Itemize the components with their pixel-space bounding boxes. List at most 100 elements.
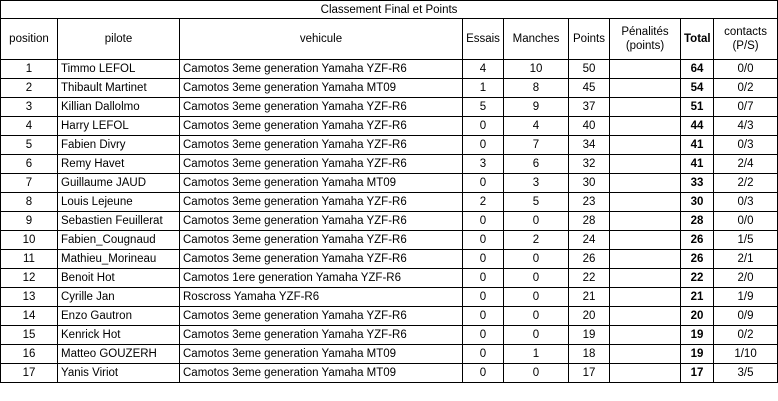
cell-vehicule: Camotos 3eme generation Yamaha YZF-R6	[179, 116, 463, 136]
cell-penalites	[609, 78, 681, 98]
cell-vehicule: Camotos 3eme generation Yamaha YZF-R6	[179, 192, 463, 212]
cell-pilote: Thibault Martinet	[57, 78, 180, 98]
cell-essais: 0	[462, 230, 504, 250]
cell-manches: 7	[503, 135, 569, 155]
cell-points: 21	[568, 287, 610, 307]
cell-total: 19	[680, 325, 714, 345]
cell-pilote: Yanis Viriot	[57, 363, 180, 383]
cell-position: 9	[0, 211, 58, 231]
table-row: 8 Louis Lejeune Camotos 3eme generation Ya…	[0, 192, 778, 212]
cell-pilote: Fabien_Cougnaud	[57, 230, 180, 250]
cell-contacts: 2/4	[712, 154, 778, 174]
cell-points: 26	[568, 249, 610, 269]
cell-penalites	[609, 97, 681, 117]
table-row: 7 Guillaume JAUD Camotos 3eme generation Y…	[0, 173, 778, 193]
cell-position: 13	[0, 287, 58, 307]
cell-penalites	[609, 249, 681, 269]
cell-total: 21	[680, 287, 714, 307]
cell-points: 40	[568, 116, 610, 136]
cell-vehicule: Camotos 3eme generation Yamaha YZF-R6	[179, 97, 463, 117]
cell-position: 6	[0, 154, 58, 174]
cell-essais: 2	[462, 192, 504, 212]
cell-penalites	[609, 59, 681, 79]
cell-essais: 0	[462, 306, 504, 326]
cell-points: 34	[568, 135, 610, 155]
table-row: 10 Fabien_Cougnaud Camotos 3eme generation…	[0, 230, 778, 250]
cell-penalites	[609, 268, 681, 288]
header-penalites: Pénalités (points)	[609, 18, 681, 60]
cell-position: 14	[0, 306, 58, 326]
cell-contacts: 0/7	[712, 97, 778, 117]
header-vehicule: vehicule	[179, 18, 463, 60]
table-row: 14 Enzo Gautron Camotos 3eme generation Ya…	[0, 306, 778, 326]
cell-points: 24	[568, 230, 610, 250]
table-row: 2 Thibault Martinet Camotos 3eme generatio…	[0, 78, 778, 98]
table-row: 17 Yanis Viriot Camotos 3eme generation Ya…	[0, 363, 778, 383]
header-row: position pilote vehicule Essais Manches …	[0, 18, 778, 60]
cell-vehicule: Camotos 3eme generation Yamaha MT09	[179, 363, 463, 383]
cell-essais: 1	[462, 78, 504, 98]
table-row: 12 Benoit Hot Camotos 1ere generation Yama…	[0, 268, 778, 288]
cell-contacts: 4/3	[712, 116, 778, 136]
cell-essais: 0	[462, 363, 504, 383]
cell-position: 11	[0, 249, 58, 269]
header-manches: Manches	[503, 18, 569, 60]
cell-total: 17	[680, 363, 714, 383]
table-title: Classement Final et Points	[0, 0, 778, 19]
cell-total: 26	[680, 249, 714, 269]
cell-total: 41	[680, 135, 714, 155]
table-row: 5 Fabien Divry Camotos 3eme generation Yam…	[0, 135, 778, 155]
cell-contacts: 0/9	[712, 306, 778, 326]
cell-essais: 0	[462, 173, 504, 193]
cell-manches: 0	[503, 268, 569, 288]
cell-vehicule: Camotos 3eme generation Yamaha YZF-R6	[179, 230, 463, 250]
cell-penalites	[609, 287, 681, 307]
cell-pilote: Guillaume JAUD	[57, 173, 180, 193]
cell-total: 33	[680, 173, 714, 193]
cell-pilote: Mathieu_Morineau	[57, 249, 180, 269]
cell-total: 51	[680, 97, 714, 117]
cell-essais: 0	[462, 325, 504, 345]
cell-penalites	[609, 211, 681, 231]
cell-contacts: 0/2	[712, 78, 778, 98]
cell-position: 2	[0, 78, 58, 98]
cell-manches: 1	[503, 344, 569, 364]
cell-position: 7	[0, 173, 58, 193]
cell-pilote: Fabien Divry	[57, 135, 180, 155]
cell-essais: 4	[462, 59, 504, 79]
cell-contacts: 1/10	[712, 344, 778, 364]
cell-essais: 3	[462, 154, 504, 174]
cell-points: 17	[568, 363, 610, 383]
cell-pilote: Harry LEFOL	[57, 116, 180, 136]
cell-vehicule: Camotos 3eme generation Yamaha MT09	[179, 78, 463, 98]
cell-penalites	[609, 154, 681, 174]
cell-contacts: 0/0	[712, 211, 778, 231]
cell-total: 28	[680, 211, 714, 231]
cell-pilote: Enzo Gautron	[57, 306, 180, 326]
cell-contacts: 0/2	[712, 325, 778, 345]
cell-points: 19	[568, 325, 610, 345]
cell-manches: 5	[503, 192, 569, 212]
cell-manches: 10	[503, 59, 569, 79]
cell-essais: 0	[462, 268, 504, 288]
cell-manches: 0	[503, 211, 569, 231]
cell-vehicule: Camotos 3eme generation Yamaha YZF-R6	[179, 325, 463, 345]
table-row: 3 Killian Dallolmo Camotos 3eme generation…	[0, 97, 778, 117]
cell-manches: 0	[503, 287, 569, 307]
cell-points: 50	[568, 59, 610, 79]
table-row: 1 Timmo LEFOL Camotos 3eme generation Yama…	[0, 59, 778, 79]
cell-vehicule: Camotos 3eme generation Yamaha YZF-R6	[179, 249, 463, 269]
cell-penalites	[609, 192, 681, 212]
cell-total: 41	[680, 154, 714, 174]
cell-contacts: 0/3	[712, 192, 778, 212]
cell-points: 23	[568, 192, 610, 212]
cell-manches: 2	[503, 230, 569, 250]
cell-position: 16	[0, 344, 58, 364]
cell-pilote: Cyrille Jan	[57, 287, 180, 307]
cell-manches: 8	[503, 78, 569, 98]
cell-vehicule: Camotos 3eme generation Yamaha YZF-R6	[179, 306, 463, 326]
cell-essais: 0	[462, 249, 504, 269]
cell-points: 22	[568, 268, 610, 288]
table-row: 9 Sebastien Feuillerat Camotos 3eme genera…	[0, 211, 778, 231]
table-row: 6 Remy Havet Camotos 3eme generation Yamah…	[0, 154, 778, 174]
